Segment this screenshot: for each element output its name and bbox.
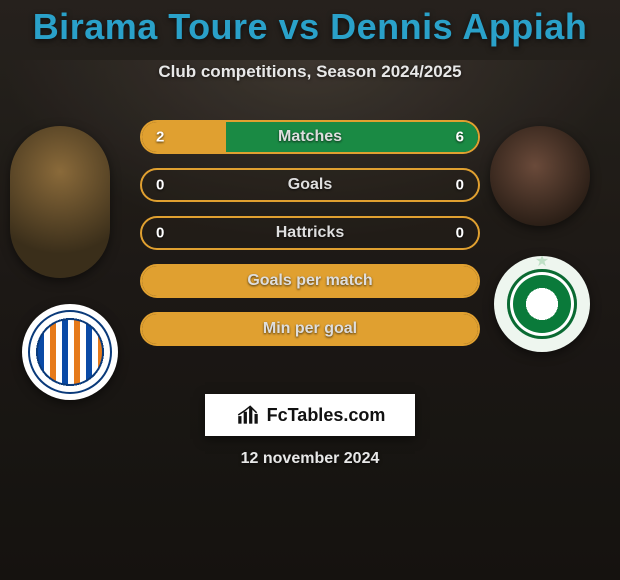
player-right-image-placeholder [490, 126, 590, 226]
club-right-badge [494, 256, 590, 352]
stat-value-right: 0 [456, 177, 464, 194]
stats-container: 2 6 Matches 0 0 Goals 0 0 Hattricks Goals per mat… [140, 120, 480, 346]
stat-row: Goals per match [140, 264, 480, 298]
asse-badge-icon [507, 269, 577, 339]
mhsc-badge-icon [35, 317, 105, 387]
stat-row: 0 0 Goals [140, 168, 480, 202]
stat-value-right: 6 [456, 129, 464, 146]
subtitle: Club competitions, Season 2024/2025 [0, 62, 620, 82]
bar-chart-icon [235, 402, 261, 428]
stat-label: Hattricks [276, 224, 344, 242]
brand-badge: FcTables.com [205, 394, 415, 436]
stat-label: Goals [288, 176, 332, 194]
stat-value-left: 2 [156, 129, 164, 146]
stat-label: Matches [278, 128, 342, 146]
comparison-card: Birama Toure vs Dennis Appiah Club compe… [0, 0, 620, 580]
player-left-image-placeholder [10, 126, 110, 278]
stat-fill-right [226, 122, 478, 152]
stat-label: Min per goal [263, 320, 357, 338]
stat-value-left: 0 [156, 177, 164, 194]
stat-fill-left [142, 122, 226, 152]
player-left-portrait [10, 126, 110, 278]
club-left-badge [22, 304, 118, 400]
stat-value-left: 0 [156, 225, 164, 242]
page-title: Birama Toure vs Dennis Appiah [0, 0, 620, 48]
stat-row: Min per goal [140, 312, 480, 346]
stat-label: Goals per match [247, 272, 372, 290]
stat-row: 2 6 Matches [140, 120, 480, 154]
date-text: 12 november 2024 [0, 450, 620, 468]
brand-text: FcTables.com [267, 405, 386, 426]
player-right-portrait [490, 126, 590, 226]
stat-value-right: 0 [456, 225, 464, 242]
stat-row: 0 0 Hattricks [140, 216, 480, 250]
